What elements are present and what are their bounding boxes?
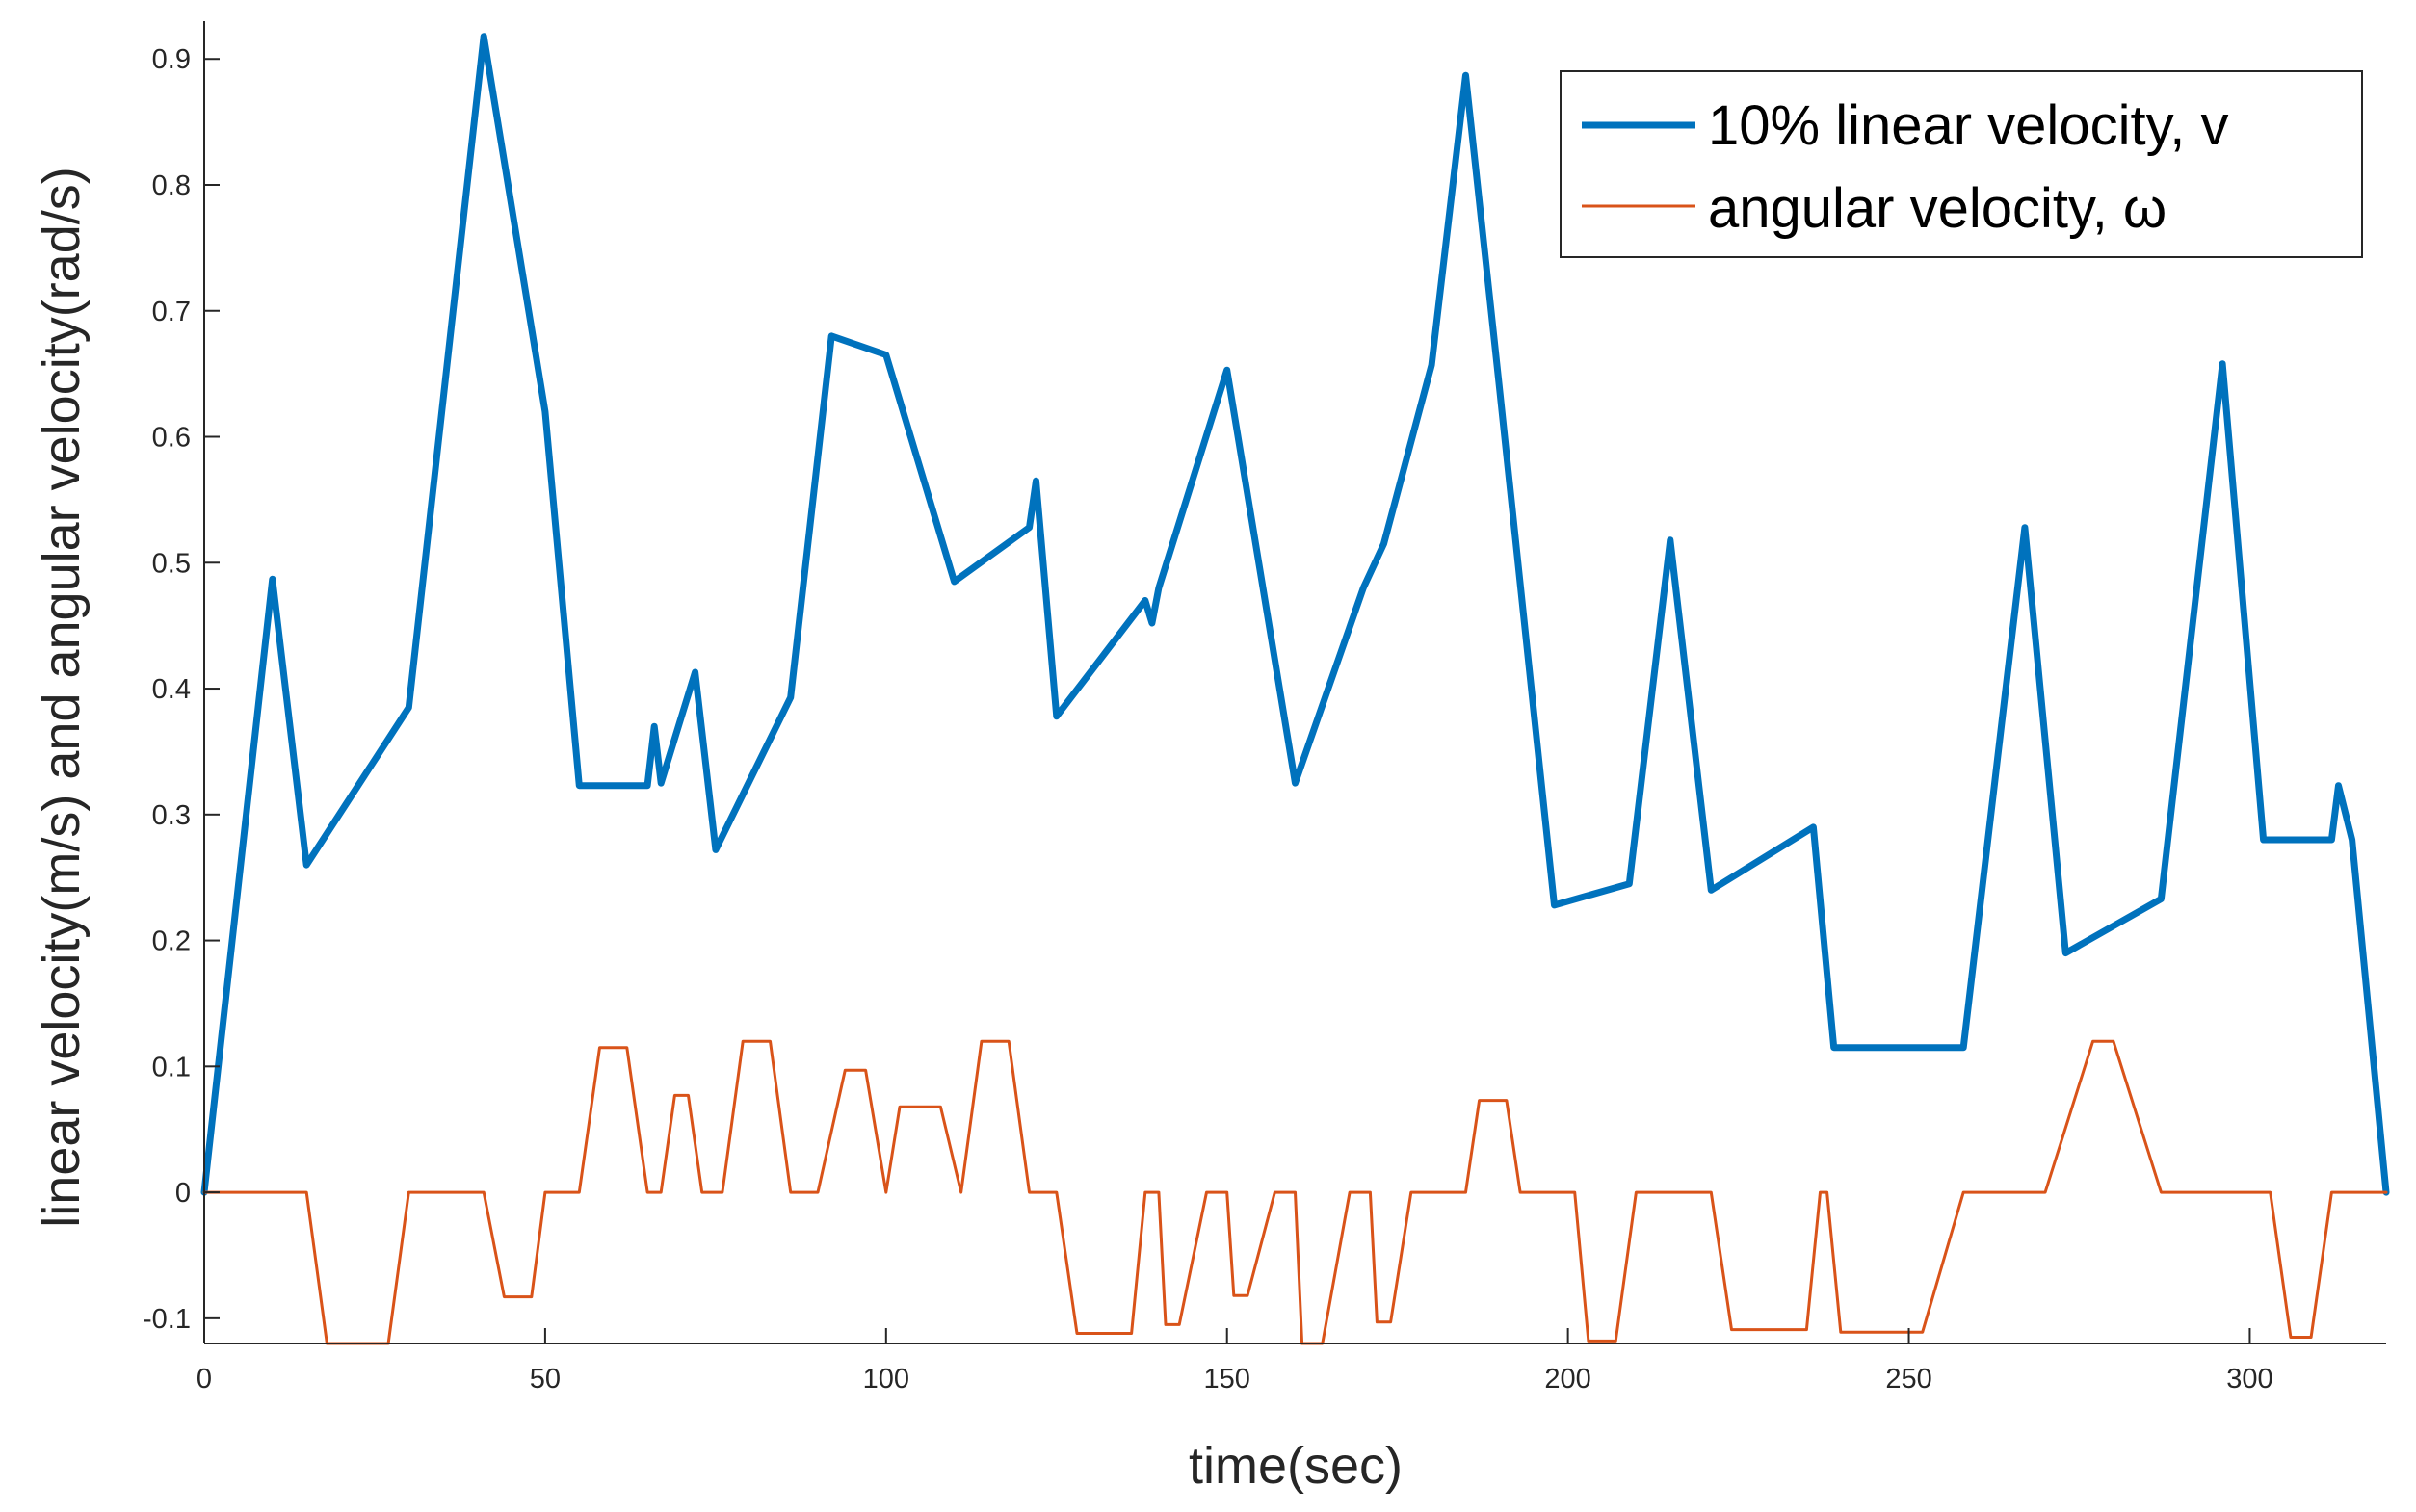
x-tick-label: 0 (197, 1364, 212, 1395)
x-axis-label: time(sec) (1189, 1437, 1403, 1495)
y-tick-label: 0.1 (152, 1052, 191, 1082)
x-tick-label: 100 (863, 1364, 909, 1395)
y-tick-label: 0.4 (152, 674, 191, 705)
y-tick-label: -0.1 (143, 1304, 191, 1335)
y-tick-label: 0.9 (152, 44, 191, 75)
series-line-linear-velocity (200, 33, 2390, 1196)
x-tick-label: 50 (530, 1364, 561, 1395)
x-tick-label: 300 (2226, 1364, 2272, 1395)
y-axis-label: linear velocity(m/s) and angular velocit… (33, 167, 91, 1227)
series-line-angular-velocity (202, 1039, 2388, 1345)
axes: 0 50 100 150 200 250 300-0.100.10.20.30.40.50.… (143, 21, 2386, 1395)
legend-box (1560, 70, 2363, 258)
y-tick-label: 0 (175, 1178, 191, 1209)
x-tick-label: 200 (1544, 1364, 1590, 1395)
y-tick-label: 0.8 (152, 170, 191, 201)
y-tick-label: 0.2 (152, 926, 191, 957)
x-tick-label: 150 (1204, 1364, 1250, 1395)
y-tick-label: 0.7 (152, 297, 191, 327)
legend-label-linear-velocity: 10% linear velocity, v (1708, 94, 2229, 157)
plot-area (200, 33, 2390, 1345)
y-tick-label: 0.6 (152, 423, 191, 454)
legend: 10% linear velocity, v angular velocity,… (1560, 70, 2363, 258)
y-tick-label: 0.3 (152, 800, 191, 831)
y-tick-label: 0.5 (152, 548, 191, 579)
x-tick-label: 250 (1885, 1364, 1931, 1395)
legend-label-angular-velocity: angular velocity, ω (1708, 177, 2167, 240)
